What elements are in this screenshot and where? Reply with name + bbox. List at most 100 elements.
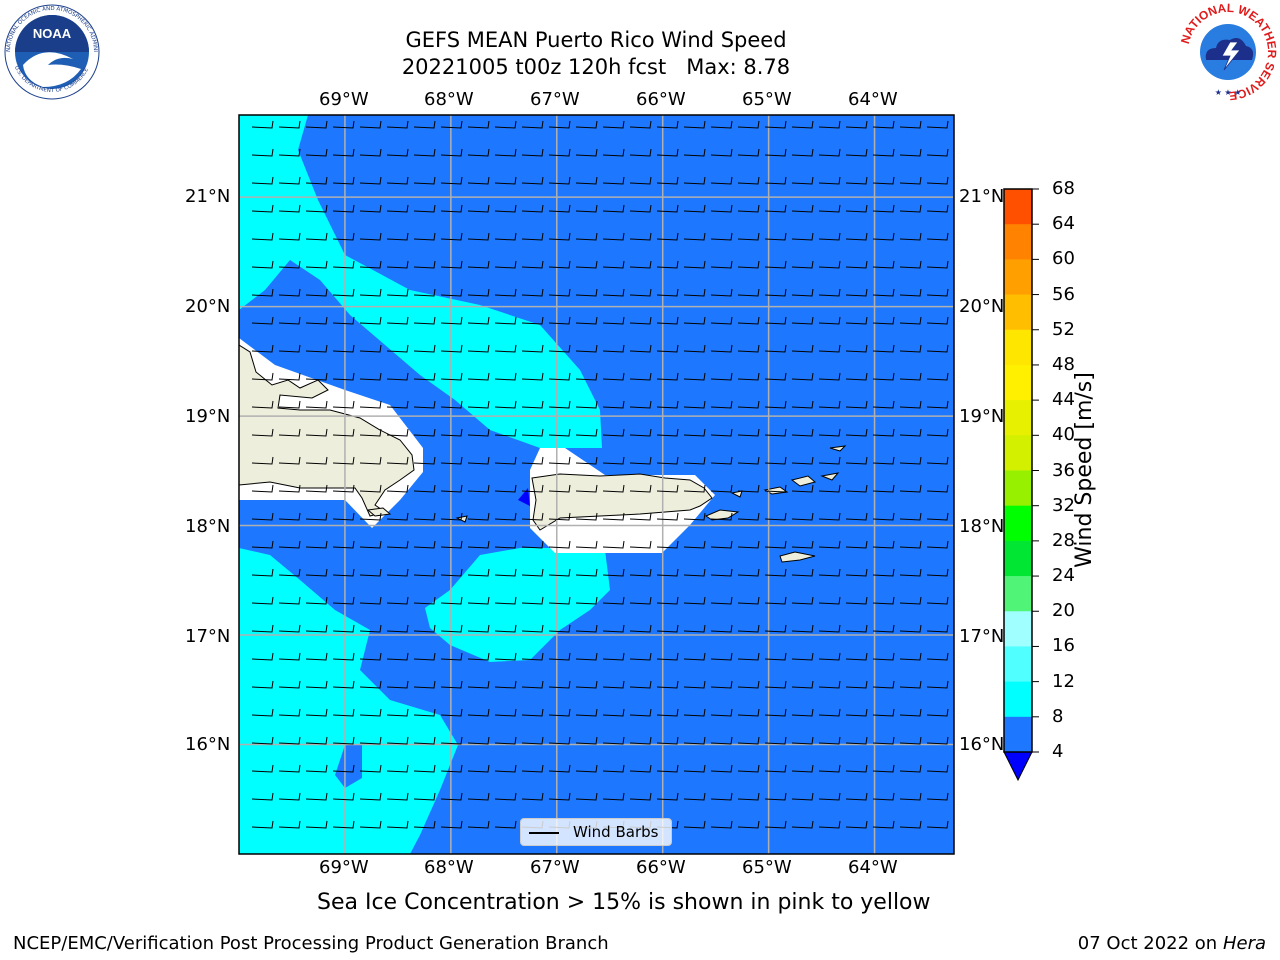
wind-barb bbox=[818, 456, 841, 465]
wind-barb bbox=[467, 204, 490, 213]
colorbar-tick-label: 32 bbox=[1052, 494, 1075, 516]
colorbar-tick-label: 56 bbox=[1052, 283, 1075, 305]
wind-barb bbox=[602, 372, 625, 381]
wind-barb bbox=[386, 596, 409, 605]
wind-barb bbox=[683, 176, 706, 185]
wind-barb bbox=[602, 540, 625, 549]
wind-barb bbox=[629, 484, 652, 493]
lat-tick-left-17n: 17°N bbox=[185, 626, 231, 647]
wind-barb bbox=[305, 596, 328, 605]
wind-barb bbox=[602, 792, 625, 801]
wind-barb bbox=[359, 176, 382, 185]
wind-barb bbox=[494, 372, 517, 381]
wind-barb bbox=[818, 372, 841, 381]
wind-barb bbox=[278, 400, 301, 409]
wind-barb bbox=[440, 288, 463, 297]
wind-barb bbox=[818, 232, 841, 241]
wind-band-4-8-hole bbox=[335, 745, 362, 788]
wind-barb bbox=[305, 260, 328, 269]
wind-barb bbox=[791, 400, 814, 409]
colorbar-tick-label: 44 bbox=[1052, 389, 1075, 411]
wind-barb bbox=[710, 596, 733, 605]
wind-barb bbox=[521, 232, 544, 241]
wind-barb bbox=[818, 176, 841, 185]
wind-barb bbox=[899, 736, 922, 745]
wind-barb bbox=[899, 652, 922, 661]
wind-barb bbox=[521, 428, 544, 437]
wind-barb bbox=[359, 148, 382, 157]
wind-barb bbox=[359, 820, 382, 829]
wind-barb bbox=[872, 176, 895, 185]
wind-barb bbox=[305, 708, 328, 717]
wind-barb bbox=[845, 596, 868, 605]
wind-barb bbox=[575, 120, 598, 129]
wind-barb bbox=[602, 652, 625, 661]
wind-barb bbox=[413, 568, 436, 577]
wind-barb bbox=[305, 148, 328, 157]
wind-barb bbox=[899, 288, 922, 297]
wind-barb bbox=[926, 680, 949, 689]
wind-barb bbox=[872, 792, 895, 801]
wind-barb bbox=[629, 708, 652, 717]
wind-barb bbox=[386, 568, 409, 577]
graticule bbox=[239, 115, 954, 854]
wind-barb bbox=[764, 428, 787, 437]
wind-barb bbox=[386, 400, 409, 409]
wind-barb bbox=[629, 680, 652, 689]
wind-barb bbox=[521, 624, 544, 633]
wind-barb bbox=[683, 708, 706, 717]
wind-barb bbox=[710, 680, 733, 689]
colorbar-tick-label: 20 bbox=[1052, 600, 1075, 622]
wind-min-spot bbox=[518, 488, 530, 506]
wind-barb bbox=[656, 764, 679, 773]
colorbar-swatch bbox=[1004, 435, 1032, 471]
lon-tick-bottom-64w: 64°W bbox=[848, 857, 898, 878]
wind-barb bbox=[791, 260, 814, 269]
wind-barb bbox=[899, 316, 922, 325]
wind-barb bbox=[413, 260, 436, 269]
wind-barb bbox=[575, 624, 598, 633]
nws-logo: NATIONAL WEATHER SERVICE ★ ★ ★ bbox=[1178, 2, 1278, 102]
wind-barb bbox=[764, 568, 787, 577]
wind-barb bbox=[872, 260, 895, 269]
wind-barb bbox=[332, 288, 355, 297]
wind-barb bbox=[602, 232, 625, 241]
wind-barb bbox=[440, 372, 463, 381]
wind-barb bbox=[737, 344, 760, 353]
wind-barb bbox=[494, 428, 517, 437]
wind-barb bbox=[602, 456, 625, 465]
wind-barb bbox=[683, 456, 706, 465]
wind-barb bbox=[818, 428, 841, 437]
wind-barb bbox=[602, 400, 625, 409]
wind-barb bbox=[899, 680, 922, 689]
wind-barb bbox=[386, 652, 409, 661]
wind-barb bbox=[872, 288, 895, 297]
wind-barb bbox=[764, 680, 787, 689]
wind-barb bbox=[413, 708, 436, 717]
wind-barb bbox=[251, 568, 274, 577]
wind-barb bbox=[494, 260, 517, 269]
wind-barb bbox=[359, 596, 382, 605]
wind-barb bbox=[332, 708, 355, 717]
wind-barb bbox=[467, 484, 490, 493]
colorbar-swatch bbox=[1004, 505, 1032, 542]
wind-barb bbox=[818, 820, 841, 829]
wind-barb bbox=[926, 344, 949, 353]
wind-barb bbox=[413, 484, 436, 493]
wind-barb bbox=[359, 344, 382, 353]
wind-barb bbox=[278, 680, 301, 689]
wind-barb bbox=[845, 372, 868, 381]
wind-barb bbox=[845, 428, 868, 437]
wind-barb bbox=[548, 568, 571, 577]
wind-barb bbox=[521, 400, 544, 409]
wind-barb bbox=[413, 624, 436, 633]
colorbar-tick-label: 64 bbox=[1052, 213, 1075, 235]
wind-barb bbox=[332, 764, 355, 773]
wind-barb bbox=[467, 568, 490, 577]
wind-barb bbox=[440, 456, 463, 465]
virgin-islands-2 bbox=[790, 475, 817, 487]
wind-barb bbox=[521, 596, 544, 605]
wind-barb bbox=[386, 148, 409, 157]
wind-band-8-12-west-south bbox=[239, 548, 458, 854]
wind-barb bbox=[818, 792, 841, 801]
